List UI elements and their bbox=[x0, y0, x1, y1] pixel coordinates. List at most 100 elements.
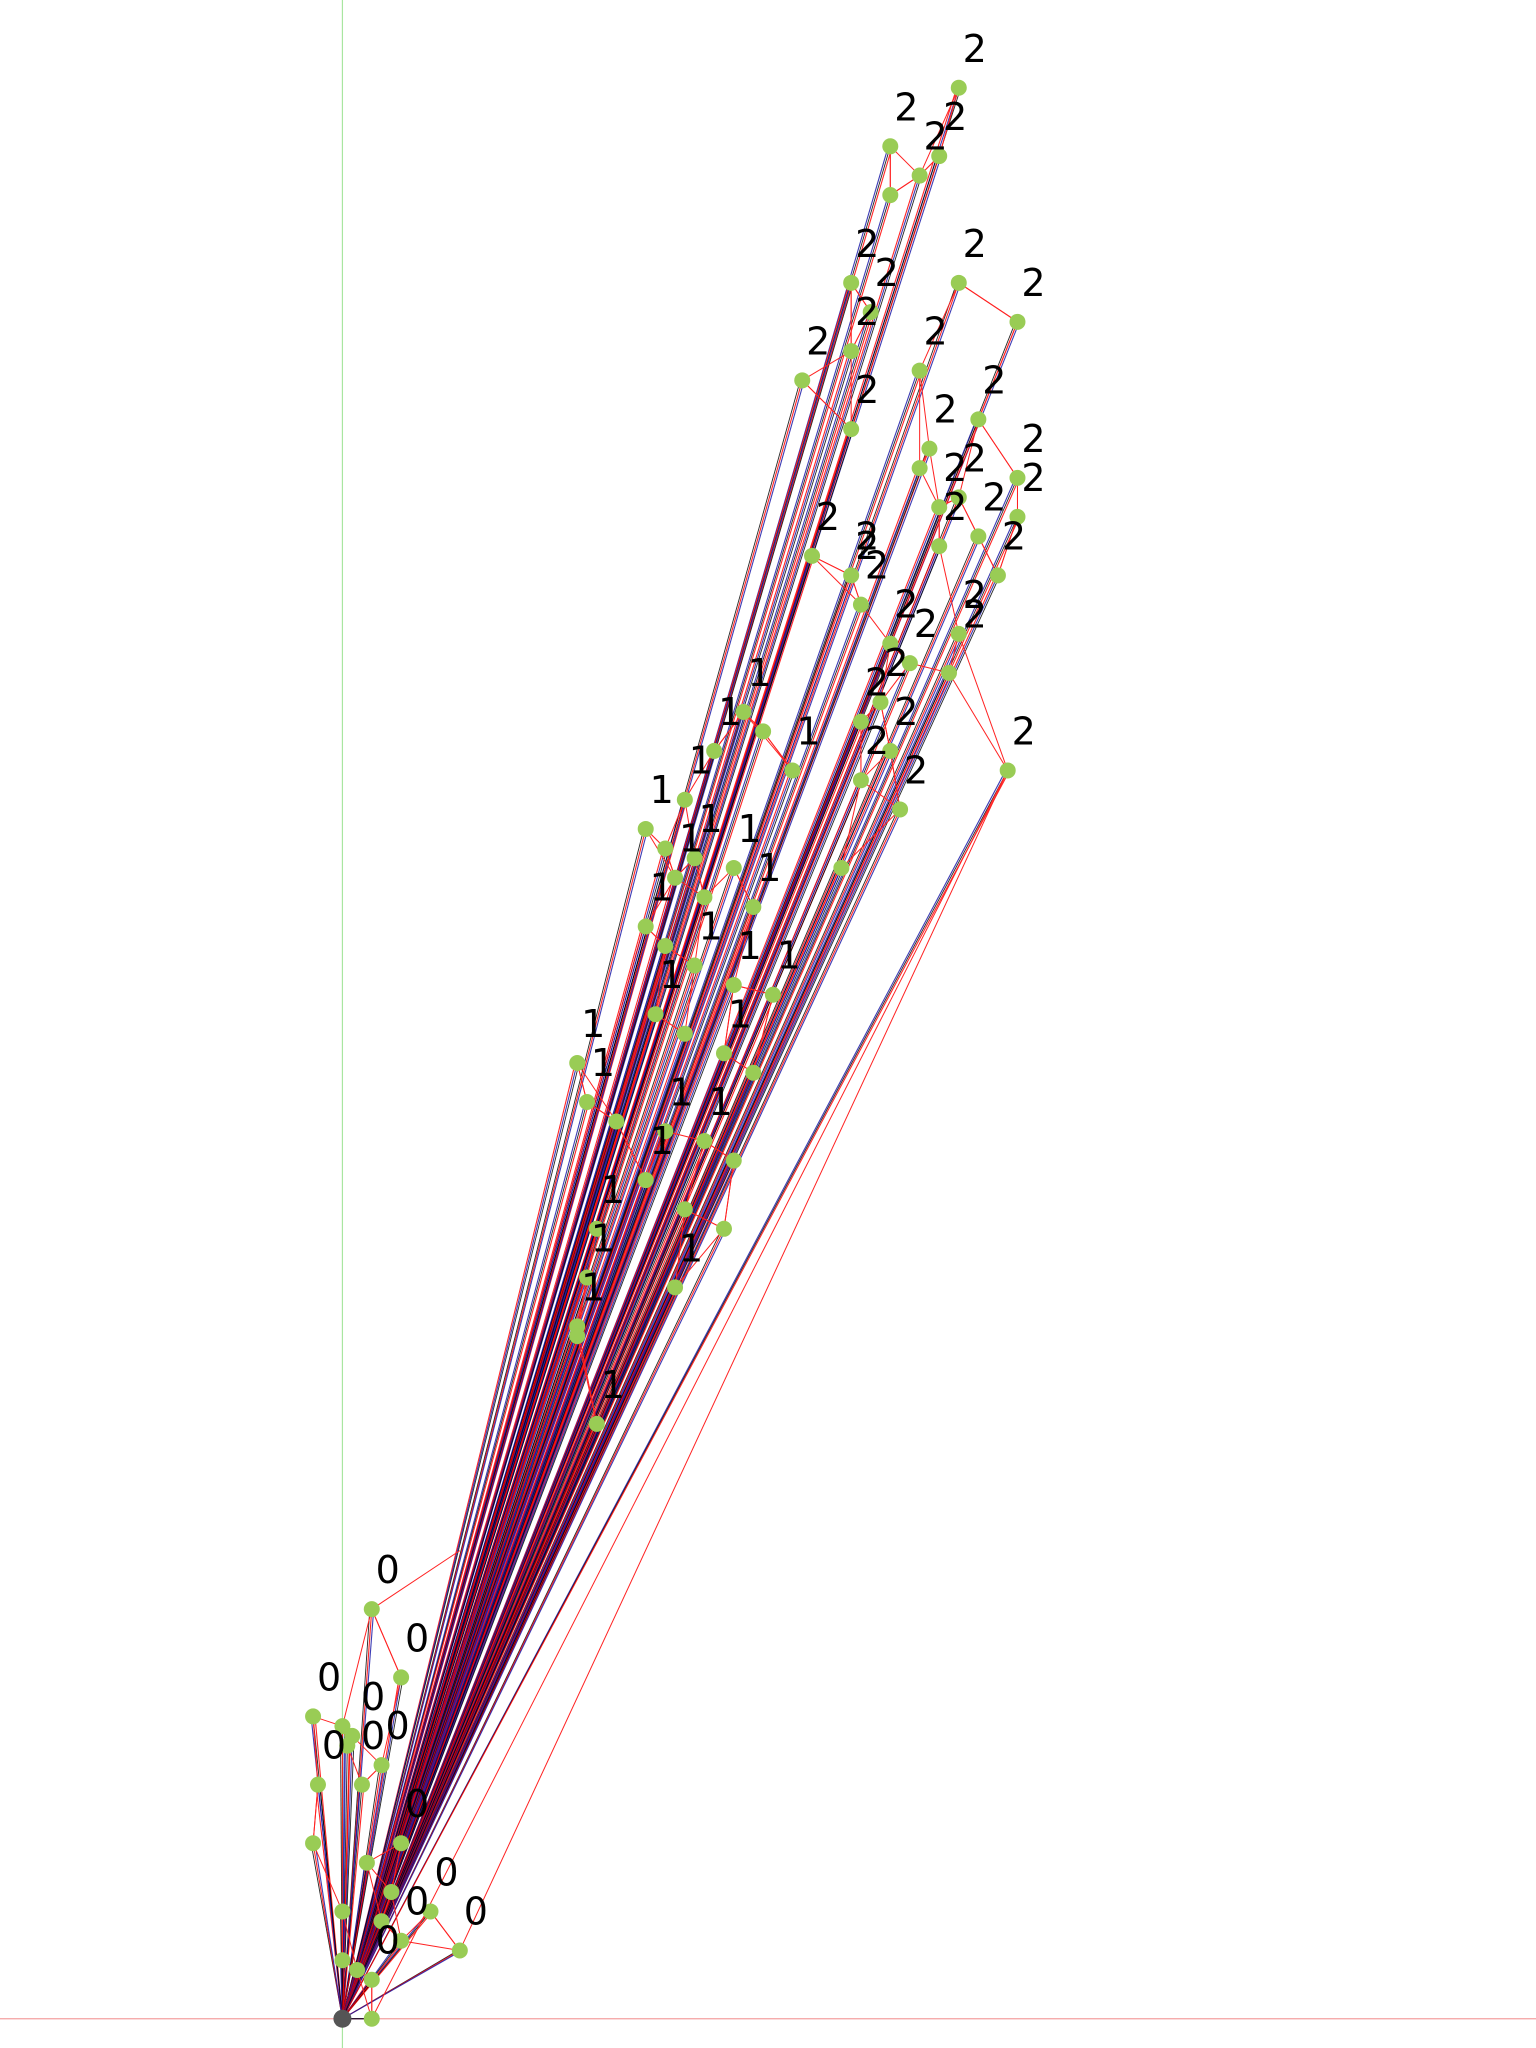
cluster-edge bbox=[401, 1940, 460, 1951]
node-label-2: 2 bbox=[963, 573, 987, 617]
cluster-edge bbox=[938, 546, 960, 635]
cluster-edge bbox=[684, 1140, 705, 1210]
node-cluster-2 bbox=[882, 138, 899, 155]
cluster-edge bbox=[645, 1131, 666, 1181]
node-cluster-2 bbox=[843, 567, 860, 584]
node-cluster-1 bbox=[569, 1328, 586, 1345]
node-label-2: 2 bbox=[875, 251, 899, 295]
node-label-2: 2 bbox=[855, 368, 879, 412]
cluster-edge bbox=[733, 906, 754, 986]
node-label-1: 1 bbox=[738, 807, 762, 851]
node-label-2: 2 bbox=[924, 310, 948, 354]
node-label-1: 1 bbox=[659, 953, 683, 997]
node-label-1: 1 bbox=[718, 690, 742, 734]
node-label-2: 2 bbox=[933, 388, 957, 432]
node-cluster-0 bbox=[334, 1952, 351, 1969]
node-label-1: 1 bbox=[601, 1363, 625, 1407]
node-cluster-1 bbox=[608, 1113, 625, 1130]
node-cluster-2 bbox=[843, 343, 860, 360]
node-cluster-2 bbox=[950, 625, 967, 642]
cluster-edge bbox=[381, 1677, 402, 1766]
node-cluster-1 bbox=[686, 850, 703, 867]
cluster-edge bbox=[356, 1969, 373, 2019]
node-label-1: 1 bbox=[777, 934, 801, 978]
node-cluster-2 bbox=[1009, 469, 1026, 486]
node-label-2: 2 bbox=[904, 748, 928, 792]
node-cluster-2 bbox=[940, 664, 957, 681]
node-label-2: 2 bbox=[982, 475, 1006, 519]
root-edge bbox=[314, 1843, 343, 2019]
node-cluster-0 bbox=[363, 1601, 380, 1618]
node-cluster-2 bbox=[970, 411, 987, 428]
root-edge bbox=[341, 672, 952, 2019]
node-label-0: 0 bbox=[361, 1675, 385, 1719]
root-edge bbox=[341, 984, 737, 2019]
cluster-edge bbox=[860, 604, 891, 644]
cluster-edge bbox=[880, 643, 891, 703]
node-cluster-2 bbox=[852, 713, 869, 730]
node-cluster-1 bbox=[637, 820, 654, 837]
node-label-0: 0 bbox=[361, 1714, 385, 1758]
node-label-2: 2 bbox=[1002, 514, 1026, 558]
node-cluster-1 bbox=[725, 1152, 742, 1169]
node-cluster-0 bbox=[334, 1903, 351, 1920]
node-cluster-2 bbox=[970, 528, 987, 545]
node-label-1: 1 bbox=[728, 992, 752, 1036]
node-cluster-2 bbox=[931, 499, 948, 516]
root-edge bbox=[342, 575, 1001, 2019]
node-cluster-2 bbox=[911, 460, 928, 477]
node-cluster-2 bbox=[1009, 313, 1026, 330]
node-cluster-2 bbox=[901, 655, 918, 672]
node-label-2: 2 bbox=[894, 583, 918, 627]
cluster-edge bbox=[684, 799, 696, 859]
root-edge bbox=[341, 194, 893, 2019]
node-cluster-0 bbox=[393, 1669, 410, 1686]
cluster-edge bbox=[841, 809, 901, 869]
node-label-1: 1 bbox=[591, 1041, 615, 1085]
cluster-edge bbox=[958, 633, 1009, 771]
node-label-0: 0 bbox=[405, 1782, 429, 1826]
node-cluster-2 bbox=[931, 148, 948, 165]
node-label-2: 2 bbox=[884, 641, 908, 685]
node-label-2: 2 bbox=[943, 485, 967, 529]
node-cluster-1 bbox=[637, 1172, 654, 1189]
node-label-1: 1 bbox=[708, 1080, 732, 1124]
root-edge bbox=[341, 1960, 345, 2019]
node-label-1: 1 bbox=[591, 1217, 615, 1261]
node-cluster-1 bbox=[667, 1279, 684, 1296]
cluster-edge bbox=[312, 1843, 343, 1912]
cluster-edge bbox=[919, 282, 960, 371]
node-cluster-0 bbox=[349, 1961, 366, 1978]
cluster-edge bbox=[977, 419, 1018, 479]
cluster-edge bbox=[958, 419, 979, 498]
cluster-edge bbox=[801, 379, 852, 430]
node-label-2: 2 bbox=[865, 719, 889, 763]
node-cluster-1 bbox=[764, 986, 781, 1003]
cluster-edge bbox=[654, 945, 666, 1015]
node-label-1: 1 bbox=[581, 1265, 605, 1309]
node-label-2: 2 bbox=[1021, 417, 1045, 461]
node-cluster-1 bbox=[755, 723, 772, 740]
node-label-2: 2 bbox=[963, 592, 987, 636]
cluster-edge bbox=[312, 1716, 319, 1785]
cluster-edge bbox=[576, 1062, 617, 1122]
node-label-2: 2 bbox=[865, 661, 889, 705]
node-cluster-0 bbox=[309, 1776, 326, 1793]
cluster-edge bbox=[723, 984, 735, 1054]
node-label-0: 0 bbox=[317, 1655, 341, 1699]
node-cluster-0 bbox=[363, 2010, 380, 2027]
node-cluster-1 bbox=[676, 1201, 693, 1218]
node-cluster-2 bbox=[911, 362, 928, 379]
root-edge bbox=[341, 467, 923, 2019]
node-label-2: 2 bbox=[855, 222, 879, 266]
node-cluster-2 bbox=[804, 547, 821, 564]
cluster-link-edge bbox=[371, 1550, 461, 1610]
node-cluster-2 bbox=[862, 304, 879, 321]
node-cluster-0 bbox=[451, 1942, 468, 1959]
root-edge bbox=[342, 867, 844, 2019]
node-label-0: 0 bbox=[385, 1704, 409, 1748]
cluster-edge bbox=[743, 711, 793, 771]
cluster-link-edge bbox=[459, 770, 1009, 1951]
